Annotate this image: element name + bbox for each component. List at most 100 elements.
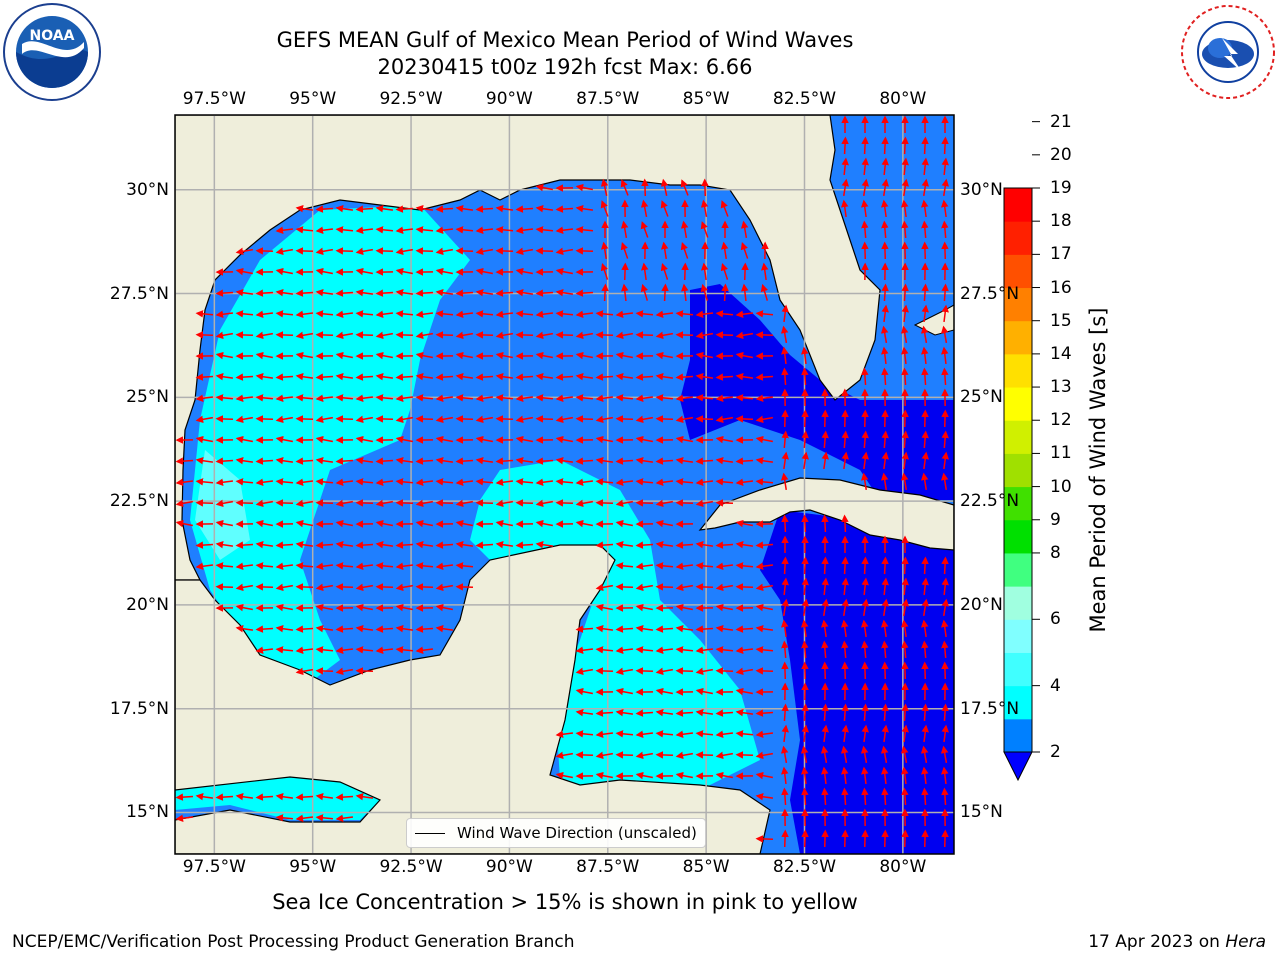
wind-arrow bbox=[920, 325, 929, 344]
wind-arrow bbox=[355, 667, 374, 675]
colorbar-segment bbox=[1004, 387, 1032, 421]
wind-arrow bbox=[715, 415, 734, 424]
wind-arrow bbox=[295, 562, 314, 570]
wind-arrow bbox=[415, 351, 433, 360]
wind-arrow bbox=[755, 603, 773, 612]
wind-arrow bbox=[275, 793, 294, 801]
wind-arrow bbox=[615, 541, 634, 549]
footer-date: 17 Apr 2023 on Hera bbox=[1088, 932, 1266, 952]
wind-arrow bbox=[781, 787, 789, 806]
wind-arrow bbox=[475, 373, 494, 381]
wind-arrow bbox=[635, 499, 654, 507]
wind-arrow bbox=[235, 793, 254, 801]
wind-arrow bbox=[255, 415, 274, 423]
wind-arrow bbox=[635, 751, 654, 760]
wind-arrow bbox=[455, 247, 474, 255]
wind-arrow bbox=[435, 205, 454, 213]
wind-arrow bbox=[735, 625, 754, 633]
wind-arrow bbox=[475, 457, 494, 465]
wind-arrow bbox=[735, 519, 753, 528]
wind-arrow bbox=[695, 457, 714, 465]
wind-arrow bbox=[755, 709, 774, 717]
wind-arrow bbox=[575, 247, 594, 255]
wind-arrow bbox=[395, 457, 414, 465]
wind-arrow bbox=[315, 205, 334, 213]
wind-arrow bbox=[315, 499, 334, 507]
wind-arrow bbox=[435, 541, 454, 549]
wind-arrow bbox=[375, 625, 394, 633]
wind-arrow bbox=[275, 457, 294, 465]
wind-arrow bbox=[755, 541, 774, 549]
wind-arrow bbox=[255, 541, 274, 549]
wind-arrow bbox=[881, 409, 889, 428]
wind-arrow bbox=[715, 603, 733, 612]
wind-arrow bbox=[655, 478, 674, 486]
wind-arrow bbox=[660, 178, 669, 196]
wind-arrow bbox=[801, 829, 809, 848]
wind-arrow bbox=[881, 598, 890, 617]
wind-arrow bbox=[315, 603, 333, 612]
wind-arrow bbox=[595, 394, 614, 402]
wind-arrow bbox=[735, 541, 754, 549]
colorbar-tick-label: 2 bbox=[1050, 742, 1061, 762]
wind-arrow bbox=[720, 262, 729, 280]
wind-arrow bbox=[921, 724, 929, 743]
wind-arrow bbox=[355, 226, 374, 234]
wind-arrow bbox=[595, 457, 614, 465]
wind-arrow bbox=[675, 771, 693, 780]
wind-arrow bbox=[715, 625, 734, 633]
wind-arrow bbox=[680, 242, 689, 259]
lat-tick-label-left: 20°N bbox=[126, 594, 169, 615]
wind-arrow bbox=[755, 835, 774, 843]
wind-arrow bbox=[620, 179, 629, 196]
wind-arrow bbox=[375, 351, 393, 360]
wind-arrow bbox=[435, 499, 454, 507]
colorbar-segment bbox=[1004, 685, 1032, 720]
wind-arrow bbox=[295, 289, 314, 297]
wind-arrow bbox=[900, 325, 909, 344]
wind-arrow bbox=[515, 289, 534, 297]
wind-arrow bbox=[821, 598, 830, 617]
wind-arrow bbox=[941, 640, 949, 659]
wind-arrow bbox=[695, 415, 714, 423]
wind-arrow bbox=[715, 751, 734, 760]
wind-arrow bbox=[675, 625, 694, 633]
wind-arrow bbox=[535, 519, 553, 528]
wind-arrow bbox=[841, 787, 849, 806]
wind-arrow bbox=[335, 646, 354, 654]
wind-arrow bbox=[575, 751, 594, 759]
wind-arrow bbox=[921, 241, 929, 260]
wind-arrow bbox=[801, 661, 809, 680]
wind-arrow bbox=[335, 394, 354, 402]
wind-arrow bbox=[395, 435, 413, 444]
wind-arrow bbox=[700, 283, 709, 301]
wind-arrow bbox=[555, 415, 574, 424]
wind-arrow bbox=[335, 583, 354, 591]
wind-arrow bbox=[801, 430, 809, 449]
wind-arrow bbox=[821, 514, 829, 533]
wind-arrow bbox=[881, 346, 889, 365]
wind-arrow bbox=[941, 409, 949, 428]
wind-arrow bbox=[335, 457, 354, 465]
wind-arrow bbox=[821, 766, 829, 785]
wind-arrow bbox=[215, 351, 233, 360]
wind-arrow bbox=[415, 499, 434, 508]
wind-arrow bbox=[921, 430, 929, 449]
wind-arrow bbox=[921, 829, 929, 848]
wind-arrow bbox=[395, 415, 414, 424]
wind-arrow bbox=[215, 289, 234, 297]
wind-arrow bbox=[175, 478, 194, 486]
wind-arrow bbox=[655, 667, 674, 676]
wind-arrow bbox=[555, 457, 574, 465]
colorbar-segment bbox=[1004, 221, 1032, 255]
wind-arrow bbox=[535, 457, 554, 465]
wind-arrow bbox=[415, 289, 434, 297]
wind-arrow bbox=[575, 730, 594, 738]
colorbar-tick-label: 12 bbox=[1050, 410, 1072, 431]
wind-arrow bbox=[475, 205, 494, 213]
wind-arrow bbox=[395, 373, 414, 381]
wind-arrow bbox=[881, 283, 889, 302]
wind-arrow bbox=[735, 351, 753, 360]
wind-arrow bbox=[660, 241, 669, 260]
wind-arrow bbox=[675, 751, 694, 760]
